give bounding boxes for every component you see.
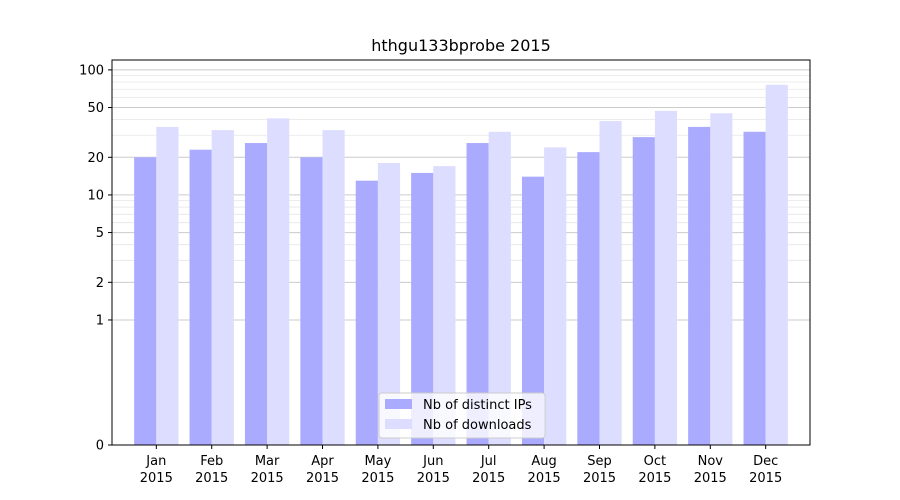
bar-downloads [765,84,788,445]
x-tick-label-month: Apr [311,454,334,469]
bar-distinct-ips [521,176,545,445]
x-tick-label-year: 2015 [583,471,616,486]
bar-distinct-ips [355,180,378,445]
legend: Nb of distinct IPs Nb of downloads [378,392,546,439]
bar-downloads [488,131,511,445]
bar-downloads [599,121,622,446]
bar-downloads [322,130,345,445]
bar-distinct-ips [189,149,212,446]
x-tick-label-year: 2015 [472,471,505,486]
bar-distinct-ips [466,143,489,445]
x-tick-label-month: Jul [480,454,497,469]
x-tick-label-year: 2015 [528,471,561,486]
x-tick-label-year: 2015 [417,471,450,486]
x-tick-label-year: 2015 [140,471,173,486]
x-tick-label-month: Aug [531,454,556,469]
x-tick-label-month: Oct [644,454,666,469]
y-tick-label: 1 [96,313,104,328]
bar-distinct-ips [411,172,434,445]
bar-downloads [654,110,678,445]
bar-distinct-ips [688,126,711,446]
y-tick-label: 5 [96,226,104,241]
bar-downloads [156,126,179,446]
bars [134,84,788,446]
x-tick-label-month: Feb [200,454,223,469]
y-tick-label: 10 [87,188,104,203]
x-tick-label-year: 2015 [749,471,782,486]
x-tick-label-year: 2015 [638,471,671,486]
bar-distinct-ips [244,143,268,445]
x-tick-label-year: 2015 [306,471,339,486]
y-tick-label: 0 [96,439,104,454]
x-tick-label-month: May [364,454,391,469]
x-tick-label-month: Mar [255,454,280,469]
y-tick-label: 50 [87,101,104,116]
bar-distinct-ips [632,137,655,445]
x-tick-label-year: 2015 [694,471,727,486]
bar-distinct-ips [300,157,323,445]
plot-frame [111,59,811,446]
y-tick-label: 2 [96,276,104,291]
legend-label: Nb of distinct IPs [423,398,532,413]
chart-title: hthgu133bprobe 2015 [371,36,551,55]
bar-downloads [211,130,234,445]
bar-distinct-ips [134,157,157,445]
x-tick-label-year: 2015 [195,471,228,486]
y-axis: 0 1 2 5 10 20 50 100 [79,63,112,454]
x-tick-label-month: Sep [587,454,612,469]
legend-swatch [385,419,412,429]
y-tick-label: 100 [79,63,104,78]
x-axis: Jan 2015 Feb 2015 Mar 2015 Apr 2015 May 2015 Jun 20… [140,445,782,486]
legend-box [378,392,546,439]
bar-downloads [544,147,567,446]
x-tick-label-month: Dec [753,454,778,469]
y-tick-label: 20 [87,151,104,166]
x-tick-label-year: 2015 [361,471,394,486]
bar-downloads [433,166,456,445]
bar-downloads [710,113,733,445]
bar-distinct-ips [577,152,600,445]
x-tick-label-month: Nov [698,454,724,469]
bar-distinct-ips [743,131,766,445]
x-tick-label-month: Jan [145,454,166,469]
legend-label: Nb of downloads [423,418,532,433]
x-tick-label-month: Jun [422,454,443,469]
bar-downloads [377,163,401,445]
bar-downloads [267,118,290,445]
legend-swatch [385,399,412,409]
x-tick-label-year: 2015 [251,471,284,486]
